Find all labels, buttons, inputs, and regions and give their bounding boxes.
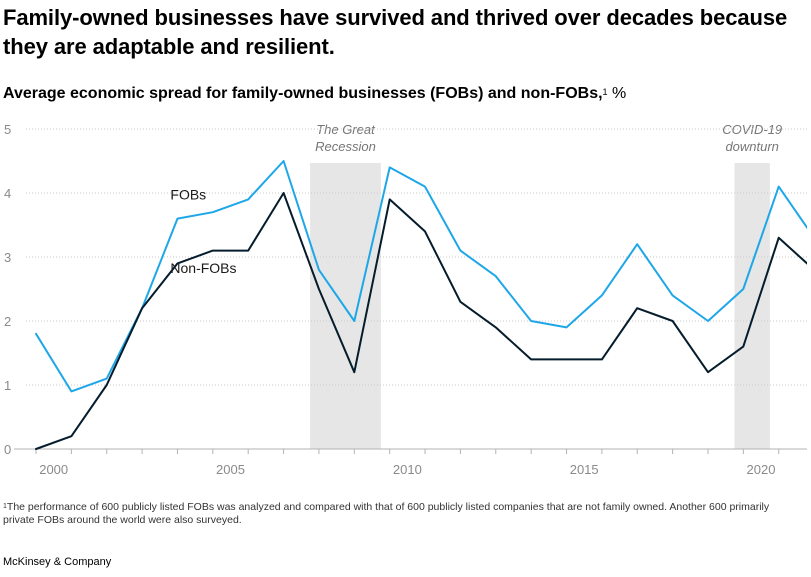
x-tick-label-2005: 2005: [216, 462, 245, 477]
y-tick-label-2: 2: [4, 314, 11, 329]
subtitle-footnote-mark: 1: [602, 87, 608, 97]
shaded-region-0: [310, 163, 381, 449]
y-tick-label-3: 3: [4, 250, 11, 265]
series-label-fobs: FOBs: [170, 186, 206, 202]
chart-headline: Family-owned businesses have survived an…: [3, 5, 788, 59]
footnote-mark: 1: [3, 503, 7, 510]
subtitle-text: Average economic spread for family-owned…: [3, 85, 603, 102]
shaded-region-label-0-1: Recession: [315, 139, 376, 154]
x-tick-label-2010: 2010: [393, 462, 422, 477]
series-label-non-fobs: Non-FOBs: [170, 260, 236, 276]
y-axis-tick-labels: 0 1 2 3 4 5: [4, 122, 11, 457]
x-tick-label-2020: 2020: [747, 462, 776, 477]
chart-subtitle: Average economic spread for family-owned…: [3, 84, 626, 104]
x-axis: 2000 2005 2010 2015 2020: [14, 448, 807, 477]
shaded-region-label-1-1: downturn: [725, 139, 778, 154]
series-lines: [35, 160, 807, 450]
series-labels: FOBs Non-FOBs: [170, 186, 236, 276]
y-tick-label-5: 5: [4, 122, 11, 137]
subtitle-unit: %: [607, 85, 627, 102]
x-tick-label-2000: 2000: [39, 462, 68, 477]
shaded-region-1: [734, 163, 770, 449]
footnote-text: The performance of 600 publicly listed F…: [3, 501, 770, 526]
y-tick-label-0: 0: [4, 442, 11, 457]
series-line-non-fobs: [35, 192, 807, 450]
brand-logo-text: McKinsey & Company: [3, 556, 112, 568]
y-tick-label-4: 4: [4, 186, 11, 201]
series-line-fobs: [35, 160, 807, 393]
x-tick-label-2015: 2015: [570, 462, 599, 477]
y-tick-label-1: 1: [4, 378, 11, 393]
gridlines: [26, 128, 807, 386]
shaded-region-label-0-0: The Great: [316, 122, 376, 137]
footnote: 1The performance of 600 publicly listed …: [3, 501, 803, 526]
